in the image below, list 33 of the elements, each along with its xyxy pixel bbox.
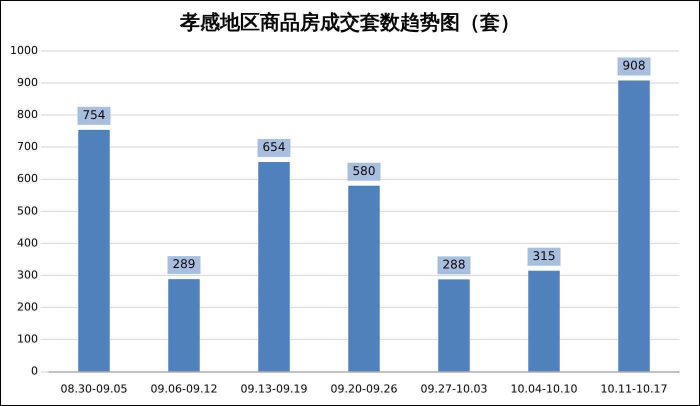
bar <box>348 186 380 372</box>
bar <box>168 279 200 372</box>
bar <box>258 162 290 372</box>
bar <box>618 80 650 372</box>
y-tick-label: 700 <box>16 140 38 154</box>
x-tick-label: 09.20-09.26 <box>330 382 398 396</box>
y-tick-label: 300 <box>16 268 38 282</box>
y-tick-label: 1000 <box>10 44 38 57</box>
y-tick-label: 200 <box>16 300 38 314</box>
y-tick-label: 600 <box>16 172 38 186</box>
data-label: 289 <box>172 257 196 272</box>
x-tick-label: 09.27-10.03 <box>420 382 488 396</box>
data-label: 580 <box>352 164 376 178</box>
x-tick-label: 10.04-10.10 <box>510 382 578 396</box>
data-label: 288 <box>442 258 466 272</box>
x-tick-label: 10.11-10.17 <box>600 382 668 396</box>
y-tick-label: 100 <box>16 332 38 346</box>
chart-title: 孝感地区商品房成交套数趋势图（套） <box>178 9 521 36</box>
x-tick-label: 09.06-09.12 <box>150 382 218 396</box>
data-label: 754 <box>82 108 106 122</box>
y-tick-label: 900 <box>16 76 38 89</box>
y-tick-label: 400 <box>16 236 38 250</box>
x-tick-label: 08.30-09.05 <box>60 382 128 396</box>
bar <box>438 279 470 372</box>
data-label: 315 <box>532 248 556 263</box>
bar <box>528 270 560 372</box>
y-tick-label: 500 <box>16 204 38 218</box>
data-label: 654 <box>262 140 286 154</box>
bar <box>78 130 110 372</box>
y-tick-label: 800 <box>16 108 38 122</box>
data-label: 908 <box>622 58 646 73</box>
x-tick-label: 09.13-09.19 <box>240 382 308 396</box>
y-tick-label: 0 <box>30 364 38 378</box>
